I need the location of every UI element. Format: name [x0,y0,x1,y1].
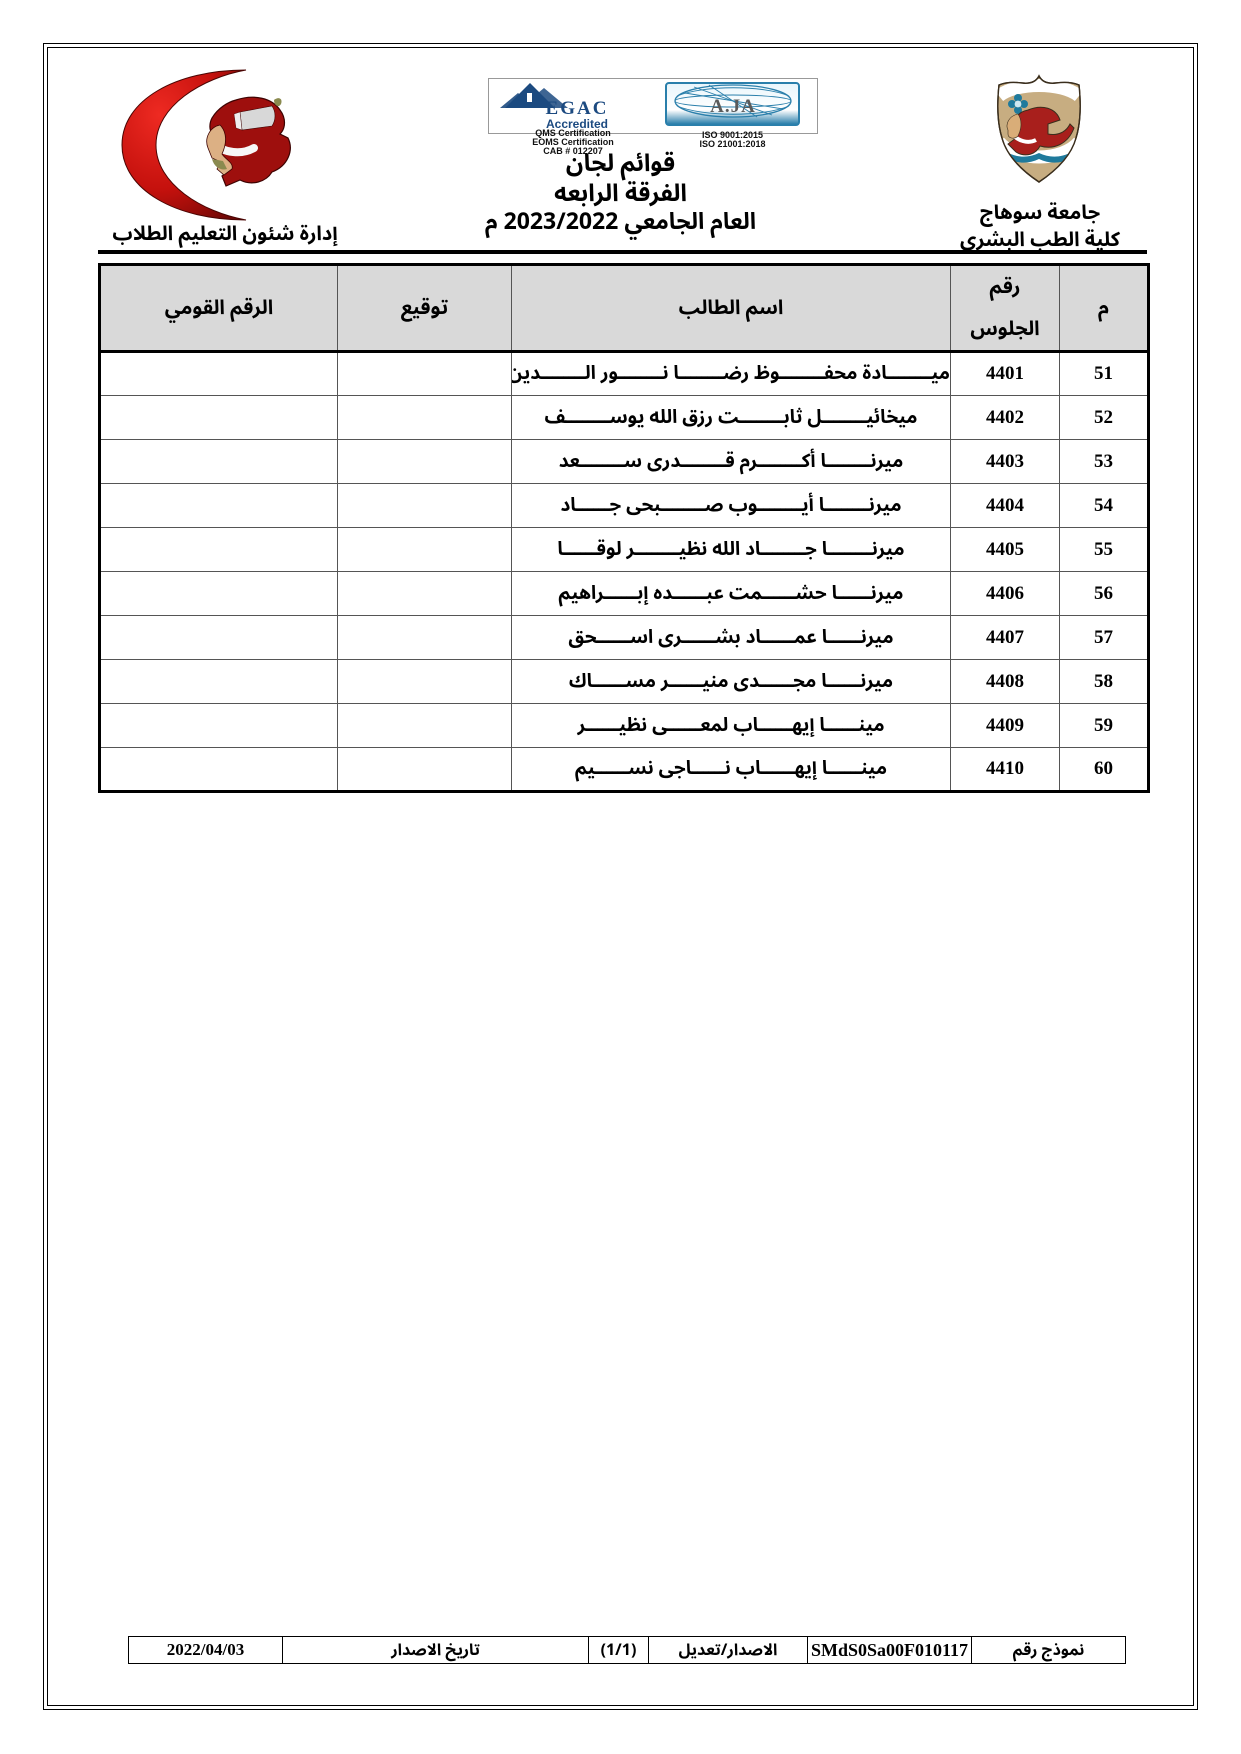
svg-text:EGAC: EGAC [546,98,609,119]
svg-text:A.JA: A.JA [710,96,756,117]
